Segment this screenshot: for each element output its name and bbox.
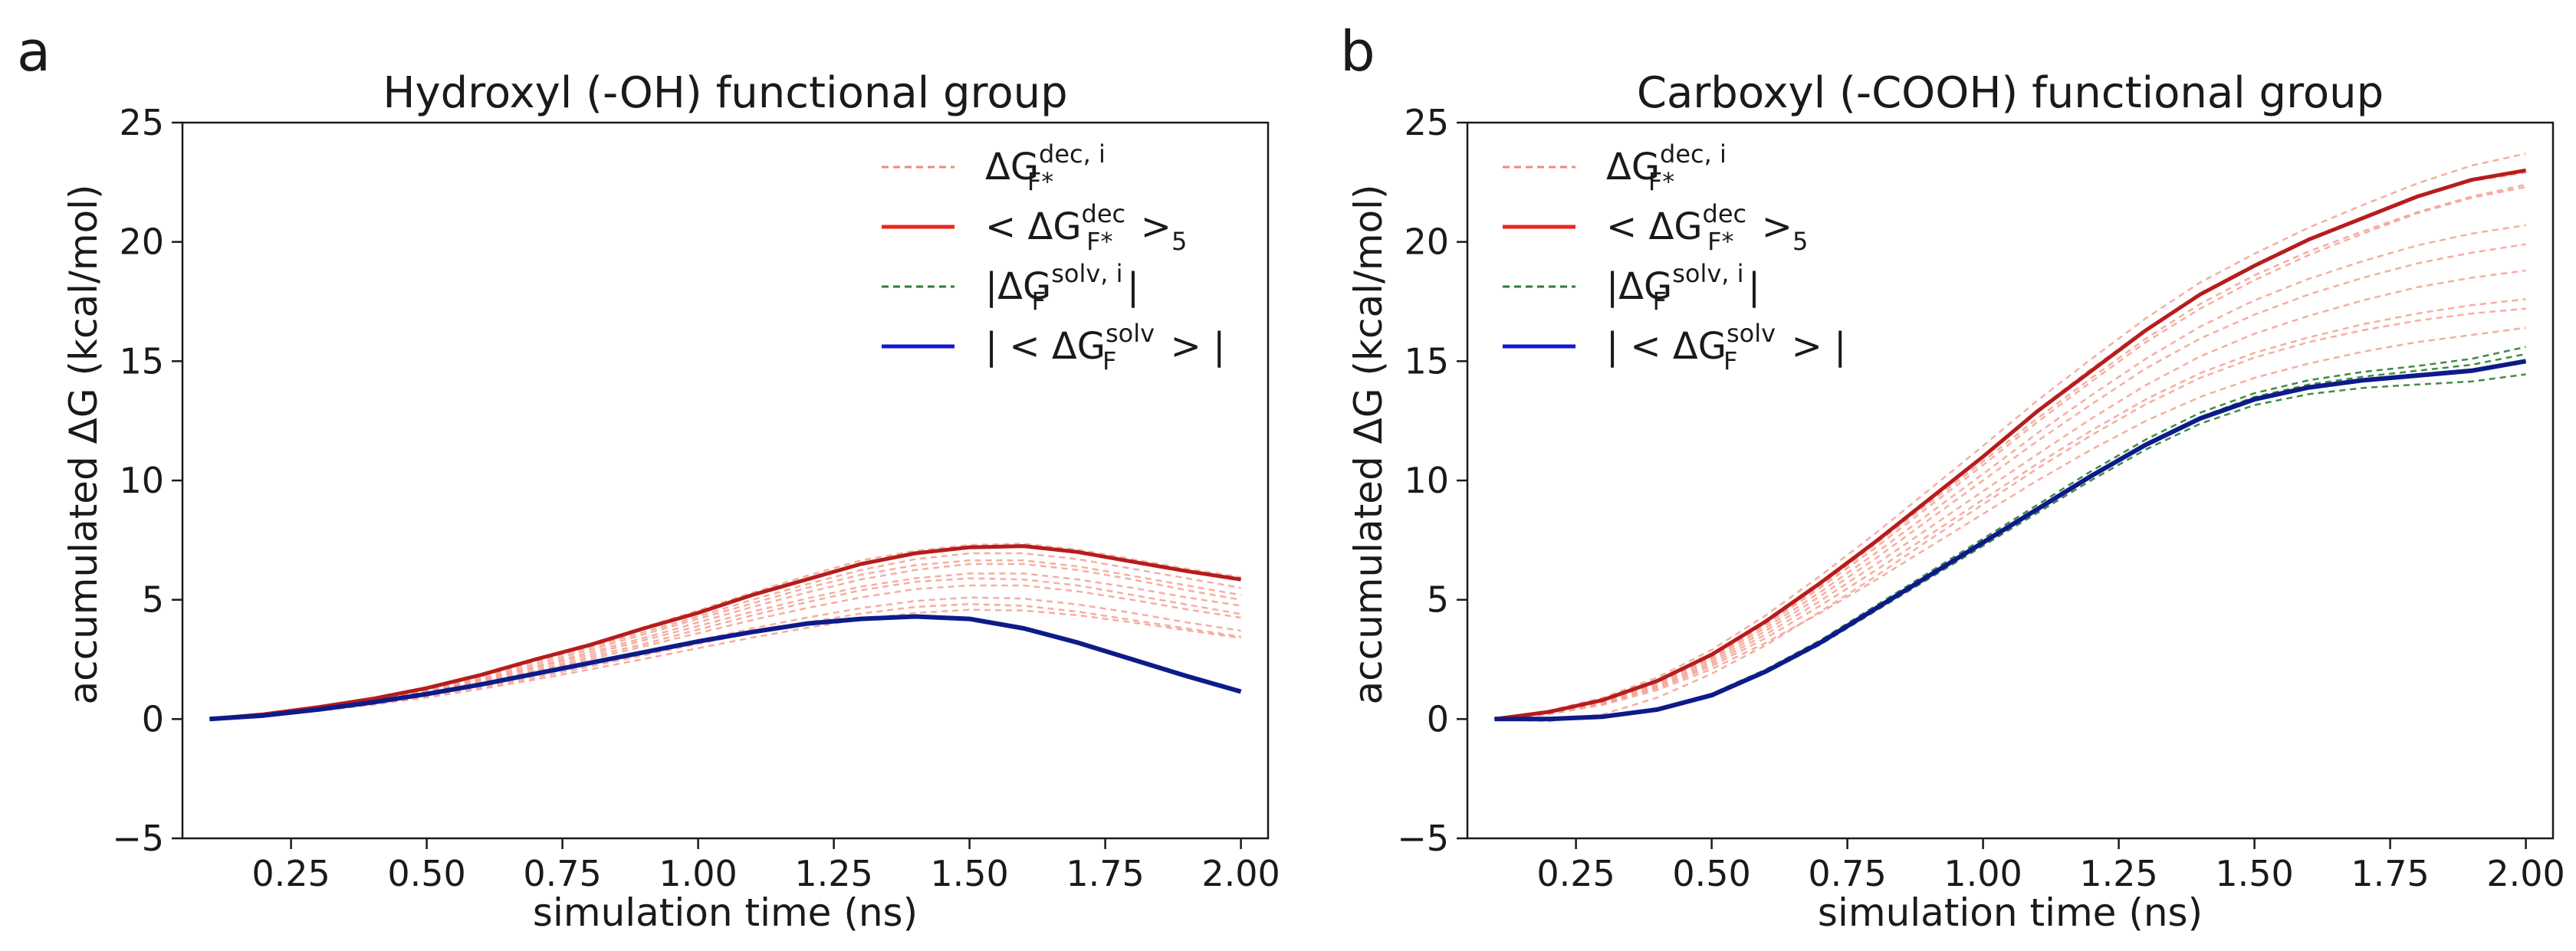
dec-individual-line-4 [1494, 243, 2526, 720]
x-tick-label: 1.25 [794, 853, 872, 894]
dec-individual-line-8 [209, 577, 1241, 720]
x-tick-label: 0.25 [1536, 853, 1615, 894]
panel-carboxyl: b Carboxyl (-COOH) functional group simu… [1340, 19, 2565, 935]
dec-individual-line-1 [1494, 152, 2526, 720]
legend-label: |ΔGsolv, i F | [985, 259, 1139, 316]
solv-individual-line-1 [1494, 346, 2526, 720]
dec-individual-line-10 [1494, 269, 2526, 720]
y-tick-label: 25 [119, 102, 164, 143]
dec-individual-line-1 [209, 543, 1241, 720]
y-tick-label: 15 [119, 340, 164, 382]
dec-individual-line-5 [1494, 298, 2526, 720]
plot-area: 0.25 0.50 0.75 1.00 1.25 1.50 1.75 2.00 −5 0 5 10 15… [1397, 102, 2565, 894]
legend-label: ΔGdec, i F* [985, 139, 1106, 196]
y-tick-label: 10 [1404, 460, 1449, 501]
y-tick-label: −5 [1397, 818, 1449, 859]
dec-individual-line-10 [209, 608, 1241, 720]
dec-individual-line-2 [1494, 172, 2526, 720]
solv-individual-line-3 [1494, 353, 2526, 720]
x-tick-label: 0.75 [523, 853, 601, 894]
legend-label: |ΔGsolv, i F | [1606, 259, 1760, 316]
x-axis-label: simulation time (ns) [1818, 890, 2203, 935]
solv-mean-line [1494, 359, 2527, 722]
x-tick-label: 2.00 [2486, 853, 2564, 894]
chart-title: Hydroxyl (-OH) functional group [383, 68, 1067, 118]
legend-label: | < ΔGsolv F > | [1606, 319, 1846, 375]
legend: ΔGdec, i F*< ΔGdec F* >5|ΔGsolv, i F || < ΔG… [1503, 139, 1846, 375]
panel-letter-a: a [17, 19, 51, 84]
x-tick-label: 0.25 [251, 853, 330, 894]
panel-letter-b: b [1340, 19, 1375, 84]
legend-label: ΔGdec, i F* [1606, 139, 1727, 196]
panel-hydroxyl: a Hydroxyl (-OH) functional group simula… [17, 19, 1280, 935]
y-tick-label: 10 [119, 460, 164, 501]
y-tick-label: 15 [1404, 340, 1449, 382]
y-tick-label: 25 [1404, 102, 1449, 143]
solv-individual-line-2 [1494, 373, 2526, 721]
x-tick-label: 1.00 [659, 853, 737, 894]
dec-individual-line-2 [209, 559, 1241, 720]
y-tick-label: 20 [1404, 221, 1449, 263]
x-axis-label: simulation time (ns) [533, 890, 918, 935]
y-tick-label: 20 [119, 221, 164, 263]
y-tick-label: 5 [1427, 579, 1449, 621]
y-axis-label: accumulated ΔG (kcal/mol) [1346, 184, 1391, 704]
x-tick-label: 1.75 [2351, 853, 2429, 894]
solv-mean-line [209, 614, 1242, 722]
legend-label: | < ΔGsolv F > | [985, 319, 1225, 375]
x-tick-label: 1.75 [1066, 853, 1144, 894]
y-tick-label: 0 [142, 698, 164, 739]
dec-individual-line-9 [1494, 307, 2526, 723]
x-tick-label: 0.75 [1808, 853, 1886, 894]
legend: ΔGdec, i F*< ΔGdec F* >5|ΔGsolv, i F || < ΔG… [882, 139, 1225, 375]
plot-area: 0.25 0.50 0.75 1.00 1.25 1.50 1.75 2.00 −5 0 5 10 15… [112, 102, 1280, 894]
y-tick-label: −5 [112, 818, 164, 859]
x-tick-label: 0.50 [387, 853, 465, 894]
dec-individual-line-8 [1494, 224, 2526, 720]
legend-label: < ΔGdec F* >5 [985, 199, 1187, 256]
x-tick-label: 1.25 [2079, 853, 2157, 894]
dec-mean-line [209, 544, 1241, 721]
x-tick-label: 0.50 [1672, 853, 1750, 894]
y-tick-label: 0 [1427, 698, 1449, 739]
y-tick-label: 5 [142, 579, 164, 621]
x-tick-label: 1.00 [1944, 853, 2022, 894]
dec-mean-line [1494, 168, 2527, 721]
x-tick-label: 1.50 [930, 853, 1008, 894]
y-axis-label: accumulated ΔG (kcal/mol) [61, 184, 106, 704]
x-tick-label: 1.50 [2215, 853, 2293, 894]
chart-title: Carboxyl (-COOH) functional group [1637, 68, 2384, 118]
legend-label: < ΔGdec F* >5 [1606, 199, 1808, 256]
x-tick-label: 2.00 [1201, 853, 1280, 894]
dec-individual-line-6 [1494, 326, 2526, 720]
